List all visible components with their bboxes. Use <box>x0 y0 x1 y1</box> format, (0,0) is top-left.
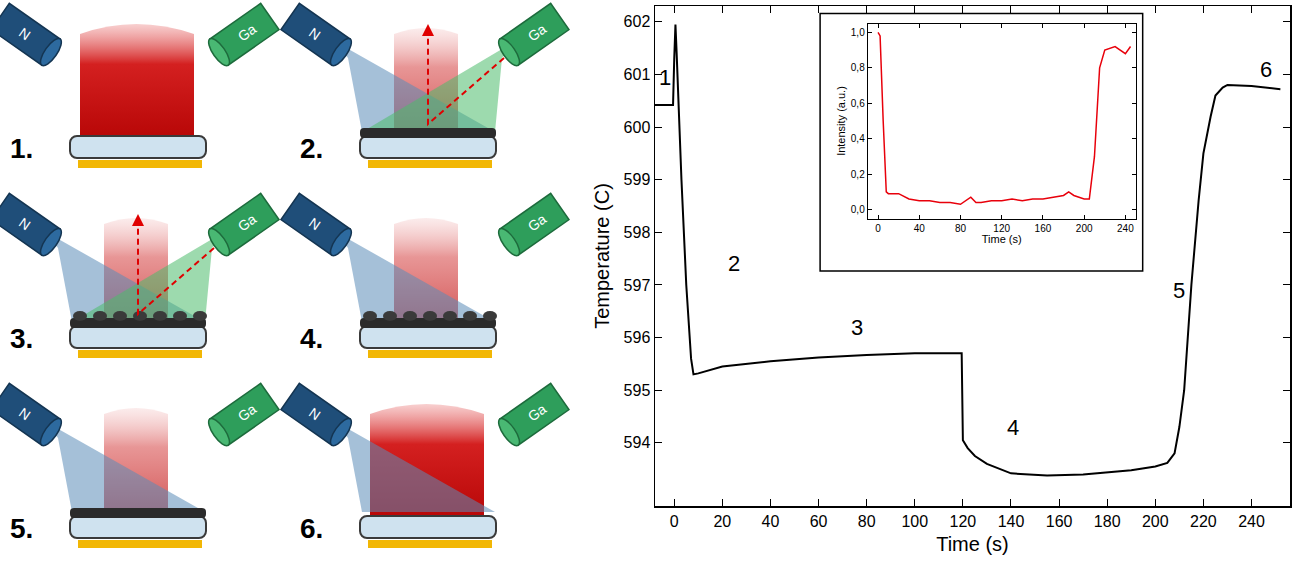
svg-text:Intensity (a.u.): Intensity (a.u.) <box>835 86 847 156</box>
svg-text:600: 600 <box>624 119 651 136</box>
svg-text:2: 2 <box>728 251 740 276</box>
svg-text:0,2: 0,2 <box>851 169 865 180</box>
svg-text:240: 240 <box>1117 223 1134 234</box>
svg-text:N: N <box>16 24 33 43</box>
svg-text:N: N <box>306 214 323 233</box>
svg-text:60: 60 <box>810 513 828 530</box>
svg-text:140: 140 <box>998 513 1025 530</box>
svg-text:Time (s): Time (s) <box>982 234 1022 246</box>
svg-text:595: 595 <box>624 382 651 399</box>
svg-text:120: 120 <box>993 223 1010 234</box>
svg-text:0: 0 <box>875 223 881 234</box>
svg-text:5: 5 <box>1173 278 1185 303</box>
svg-text:Ga: Ga <box>525 211 550 235</box>
svg-text:40: 40 <box>762 513 780 530</box>
svg-text:40: 40 <box>914 223 926 234</box>
svg-text:N: N <box>306 24 323 43</box>
svg-text:180: 180 <box>1094 513 1121 530</box>
svg-text:0,4: 0,4 <box>851 133 865 144</box>
svg-text:240: 240 <box>1238 513 1265 530</box>
svg-text:601: 601 <box>624 66 651 83</box>
svg-text:160: 160 <box>1035 223 1052 234</box>
svg-text:6: 6 <box>1260 57 1272 82</box>
svg-text:Ga: Ga <box>235 401 260 425</box>
svg-text:596: 596 <box>624 329 651 346</box>
svg-text:20: 20 <box>713 513 731 530</box>
svg-text:Temperature (C): Temperature (C) <box>591 183 613 329</box>
svg-text:120: 120 <box>950 513 977 530</box>
svg-text:0,8: 0,8 <box>851 62 865 73</box>
svg-text:200: 200 <box>1142 513 1169 530</box>
svg-text:N: N <box>306 404 323 423</box>
svg-text:1.: 1. <box>10 133 33 164</box>
svg-text:N: N <box>16 404 33 423</box>
svg-text:0: 0 <box>670 513 679 530</box>
svg-text:200: 200 <box>1076 223 1093 234</box>
svg-text:2.: 2. <box>300 133 323 164</box>
svg-text:1: 1 <box>659 65 671 90</box>
svg-text:100: 100 <box>901 513 928 530</box>
svg-text:1,0: 1,0 <box>851 27 865 38</box>
svg-text:602: 602 <box>624 13 651 30</box>
svg-text:N: N <box>16 214 33 233</box>
svg-text:4: 4 <box>1007 415 1019 440</box>
svg-text:Ga: Ga <box>235 211 260 235</box>
svg-text:0,6: 0,6 <box>851 98 865 109</box>
svg-text:3.: 3. <box>10 323 33 354</box>
svg-text:Ga: Ga <box>235 21 260 45</box>
svg-text:6.: 6. <box>300 513 323 544</box>
svg-text:5.: 5. <box>10 513 33 544</box>
svg-text:Ga: Ga <box>525 401 550 425</box>
svg-text:598: 598 <box>624 224 651 241</box>
svg-text:599: 599 <box>624 171 651 188</box>
svg-text:220: 220 <box>1190 513 1217 530</box>
svg-text:597: 597 <box>624 277 651 294</box>
svg-text:594: 594 <box>624 434 651 451</box>
svg-text:Ga: Ga <box>525 21 550 45</box>
svg-text:Time (s): Time (s) <box>936 533 1009 555</box>
svg-text:80: 80 <box>955 223 967 234</box>
svg-text:3: 3 <box>851 315 863 340</box>
svg-text:80: 80 <box>858 513 876 530</box>
svg-text:4.: 4. <box>300 323 323 354</box>
svg-text:160: 160 <box>1046 513 1073 530</box>
svg-text:0,0: 0,0 <box>851 204 865 215</box>
